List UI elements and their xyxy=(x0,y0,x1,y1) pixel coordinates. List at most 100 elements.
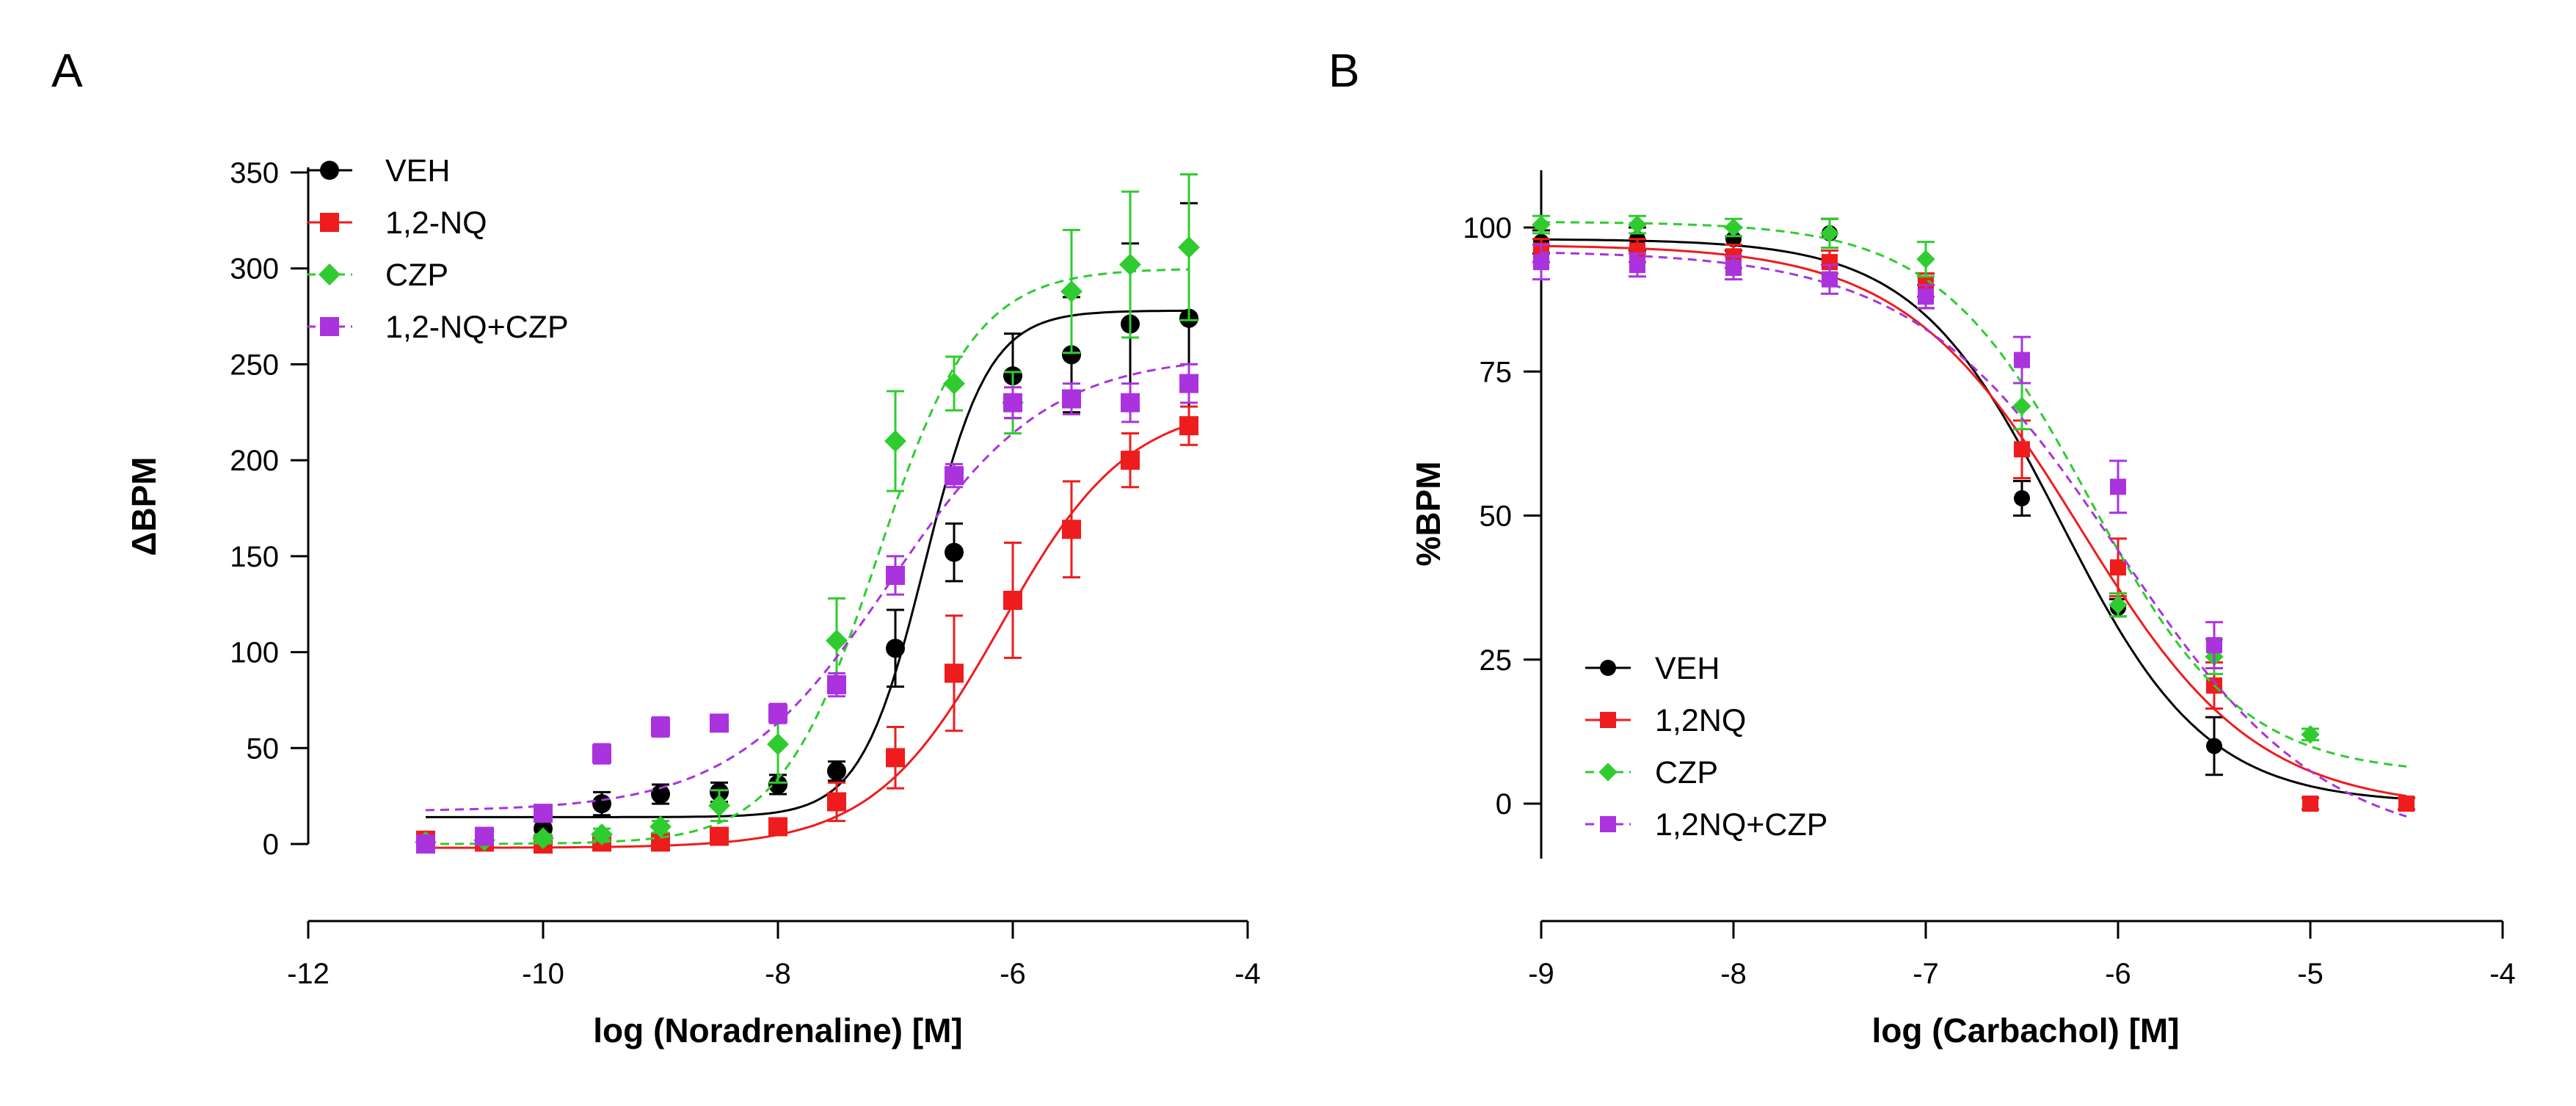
chart-b-fit-curve xyxy=(1540,221,2407,768)
chart-b-data-point xyxy=(1916,250,1935,269)
chart-a-data-point xyxy=(534,804,553,823)
chart-a-x-tick-label: -10 xyxy=(522,958,564,990)
chart-a-legend-label: 1,2-NQ xyxy=(385,205,487,241)
chart-b-legend-label: 1,2NQ+CZP xyxy=(1655,807,1827,843)
chart-b-data-point xyxy=(1724,218,1743,237)
chart-b-data-point xyxy=(2110,559,2126,576)
chart-b-plot: 0 25 50 75 100 -9 -8 -7 -6 -5 -4 log (Carbachol) [M… xyxy=(1409,170,2516,1049)
chart-a-x-tick-label: -6 xyxy=(1000,958,1026,990)
chart-a-data-point xyxy=(768,774,787,794)
chart-b-x-tick-label: -8 xyxy=(1720,958,1747,990)
chart-b-legend-item: CZP xyxy=(1585,755,1718,790)
chart-b-legend-item: 1,2NQ+CZP xyxy=(1585,807,1827,843)
chart-a-legend-item: VEH xyxy=(307,153,450,189)
chart-a-y-tick-label: 200 xyxy=(230,445,279,477)
chart-b-data-point xyxy=(2014,490,2030,506)
chart-a-legend-item: CZP xyxy=(307,258,448,293)
chart-a-data-point xyxy=(1062,520,1081,539)
chart-a-data-point xyxy=(592,744,611,764)
chart-b-data-point xyxy=(2014,352,2030,368)
chart-a-data-point xyxy=(416,834,435,854)
chart-b-x-tick-label: -7 xyxy=(1913,958,1939,990)
chart-a-data-point xyxy=(1121,393,1140,412)
chart-b-data-point xyxy=(2301,725,2320,744)
chart-b-legend-marker xyxy=(1600,712,1616,728)
chart-a-data-point xyxy=(884,430,906,452)
chart-a-y-axis-title: ΔBPM xyxy=(125,456,163,556)
panel-a-letter: A xyxy=(51,44,83,97)
chart-b-data-point xyxy=(1918,288,1934,305)
chart-a-y-tick-label: 0 xyxy=(263,829,279,861)
chart-b-x-tick-label: -9 xyxy=(1528,958,1554,990)
chart-b-fit-curve xyxy=(1540,244,2407,798)
chart-a-legend: VEH 1,2-NQ CZP 1,2-NQ+CZP xyxy=(307,153,569,345)
chart-b-data-point xyxy=(1629,257,1645,274)
chart-a-data-point xyxy=(651,785,670,804)
chart-b-legend-item: VEH xyxy=(1585,651,1720,686)
chart-a-y-tick-label: 150 xyxy=(230,541,279,573)
chart-b-y-tick-label: 0 xyxy=(1496,788,1512,821)
chart-a-y-tick-label: 300 xyxy=(230,253,279,285)
chart-b-y-tick-label: 100 xyxy=(1463,212,1512,244)
chart-a-data-point xyxy=(945,542,964,562)
chart-a-data-point xyxy=(1003,393,1022,412)
chart-b-data-point xyxy=(2012,396,2031,415)
chart-a-data-point xyxy=(945,466,964,486)
chart-a-x-tick-label: -12 xyxy=(287,958,330,990)
chart-a-data-point xyxy=(943,372,965,395)
chart-a-fit-curve xyxy=(426,309,1189,818)
chart-a-data-point xyxy=(651,717,670,737)
chart-a-series-1 xyxy=(416,405,1198,854)
chart-b-legend-item: 1,2NQ xyxy=(1585,703,1746,738)
chart-a-plot: 0 50 100 150 200 250 300 350 -12 -10 -8 -6 -4 log (No… xyxy=(125,153,1261,1049)
chart-a-data-point xyxy=(1119,253,1141,276)
chart-b-y-tick-label: 75 xyxy=(1480,356,1513,388)
chart-a-x-tick-label: -4 xyxy=(1234,958,1261,990)
chart-b-fit-curve xyxy=(1540,238,2407,800)
chart-a-data-point xyxy=(945,663,964,683)
chart-a-y-tick-label: 250 xyxy=(230,349,279,381)
chart-a-data-point xyxy=(886,748,905,768)
chart-b-data-point xyxy=(2302,796,2318,812)
chart-a-data-point xyxy=(767,733,789,756)
chart-a-data-point xyxy=(827,675,846,695)
chart-b-x-tick-label: -6 xyxy=(2105,958,2131,990)
chart-a-data-point xyxy=(1003,590,1022,610)
chart-a-data-point xyxy=(1062,345,1081,365)
chart-a-x-axis-title: log (Noradrenaline) [M] xyxy=(593,1011,962,1049)
chart-b-legend-marker xyxy=(1600,660,1616,676)
chart-a-data-point xyxy=(708,794,730,817)
chart-b-series-3 xyxy=(1532,244,2407,818)
chart-b-y-axis-title: %BPM xyxy=(1409,461,1447,566)
chart-a-fit-curve xyxy=(425,363,1190,812)
chart-b-legend-marker xyxy=(1598,763,1618,782)
chart-b-data-point xyxy=(2206,637,2222,654)
chart-b-data-point xyxy=(1532,215,1551,234)
chart-a-legend-item: 1,2-NQ+CZP xyxy=(307,310,569,345)
chart-a-data-point xyxy=(475,826,494,846)
chart-a-data-point xyxy=(1060,280,1083,303)
chart-a-data-point xyxy=(1062,389,1081,409)
chart-a-data-point xyxy=(768,817,787,837)
chart-a-data-point xyxy=(710,713,729,733)
chart-b-data-point xyxy=(1820,224,1839,243)
chart-b-data-point xyxy=(1725,259,1742,276)
chart-b-data-point xyxy=(2398,796,2415,812)
chart-b-legend: VEH 1,2NQ CZP 1,2NQ+CZP xyxy=(1585,651,1827,843)
chart-a-data-point xyxy=(1121,451,1140,470)
chart-b-data-point xyxy=(2206,738,2222,754)
chart-a-data-point xyxy=(826,629,848,652)
chart-b-y-tick-label: 25 xyxy=(1480,644,1513,677)
chart-a-data-point xyxy=(1179,374,1198,393)
chart-a-series-2 xyxy=(415,173,1200,854)
chart-a-legend-marker xyxy=(320,213,339,232)
chart-a-fit-curve xyxy=(426,268,1190,845)
chart-a-legend-marker xyxy=(319,263,341,285)
chart-b-x-tick-label: -4 xyxy=(2489,958,2516,990)
chart-b-data-point xyxy=(2110,479,2126,495)
chart-b-data-point xyxy=(2014,441,2030,458)
chart-b-data-point xyxy=(2109,595,2128,614)
chart-b-legend-label: VEH xyxy=(1655,651,1720,686)
chart-a-data-point xyxy=(710,826,729,846)
